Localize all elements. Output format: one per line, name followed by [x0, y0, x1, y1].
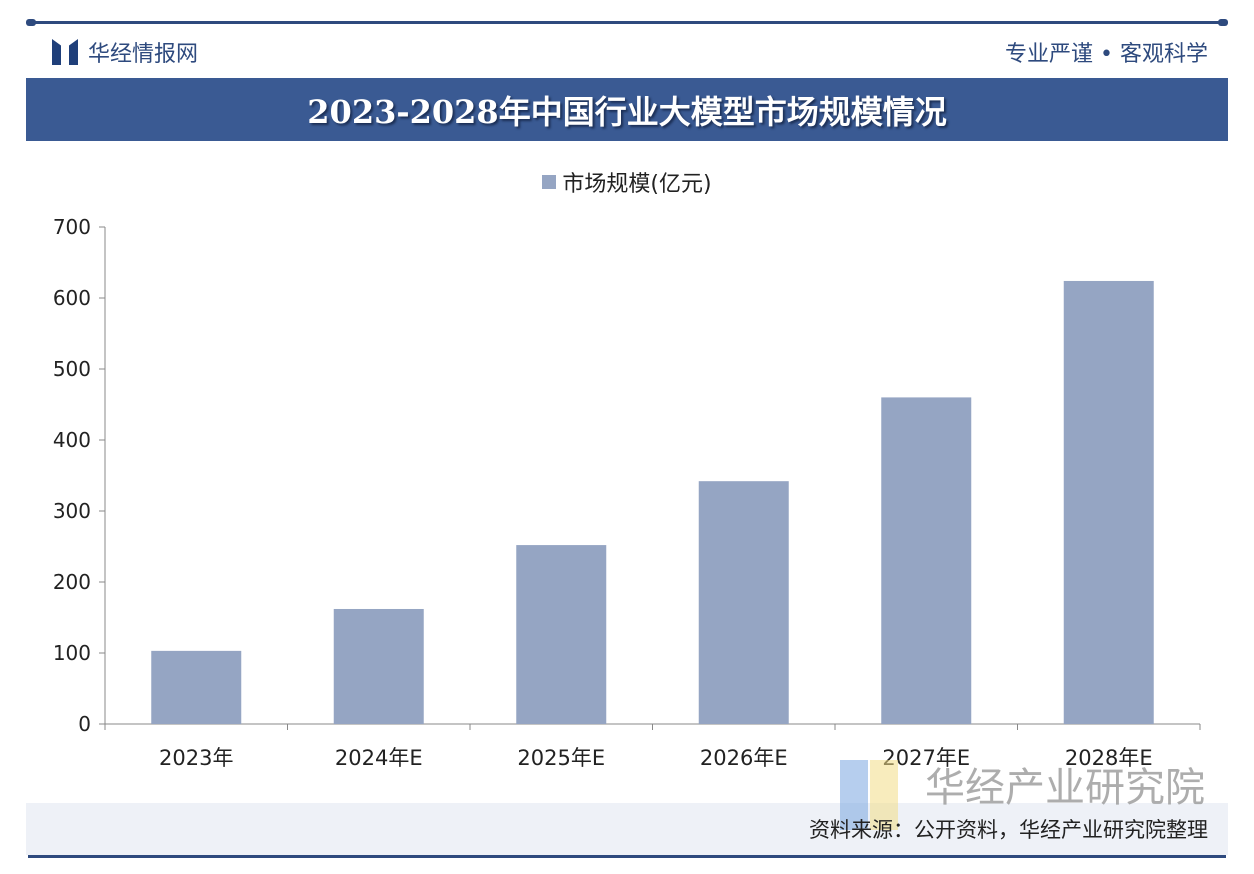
x-tick-label: 2024年E [335, 746, 423, 770]
y-tick-label: 200 [53, 570, 91, 594]
bar [151, 650, 242, 724]
footer-band [26, 803, 1228, 855]
brand-name: 华经情报网 [88, 42, 199, 67]
y-tick-label: 700 [53, 215, 91, 239]
y-tick-label: 300 [53, 499, 91, 523]
source-note: 资料来源：公开资料，华经产业研究院整理 [809, 818, 1208, 842]
legend: 市场规模(亿元) [0, 166, 1254, 198]
legend-label: 市场规模(亿元) [562, 172, 712, 197]
brand-logo-icon [52, 39, 78, 65]
x-tick-label: 2025年E [517, 746, 605, 770]
bar [881, 397, 972, 724]
y-tick-label: 600 [53, 286, 91, 310]
bottom-divider [28, 855, 1226, 858]
legend-swatch [542, 175, 557, 189]
bar [516, 545, 607, 724]
bar [1063, 280, 1154, 724]
slogan: 专业严谨 • 客观科学 [1005, 42, 1208, 67]
y-tick-label: 0 [78, 712, 91, 736]
bar [698, 481, 789, 724]
y-tick-label: 400 [53, 428, 91, 452]
title-bar: 2023-2028年中国行业大模型市场规模情况 [26, 78, 1228, 141]
x-tick-label: 2028年E [1065, 746, 1153, 770]
x-tick-label: 2026年E [700, 746, 788, 770]
watermark-logo-icon [840, 760, 900, 830]
chart-title: 2023-2028年中国行业大模型市场规模情况 [307, 92, 947, 131]
y-tick-label: 500 [53, 357, 91, 381]
brand: 华经情报网 [52, 36, 198, 68]
x-tick-label: 2023年 [159, 746, 233, 770]
bar [333, 608, 424, 724]
watermark-text: 华经产业研究院 [925, 765, 1205, 811]
y-tick-label: 100 [53, 641, 91, 665]
top-divider [26, 19, 1228, 26]
